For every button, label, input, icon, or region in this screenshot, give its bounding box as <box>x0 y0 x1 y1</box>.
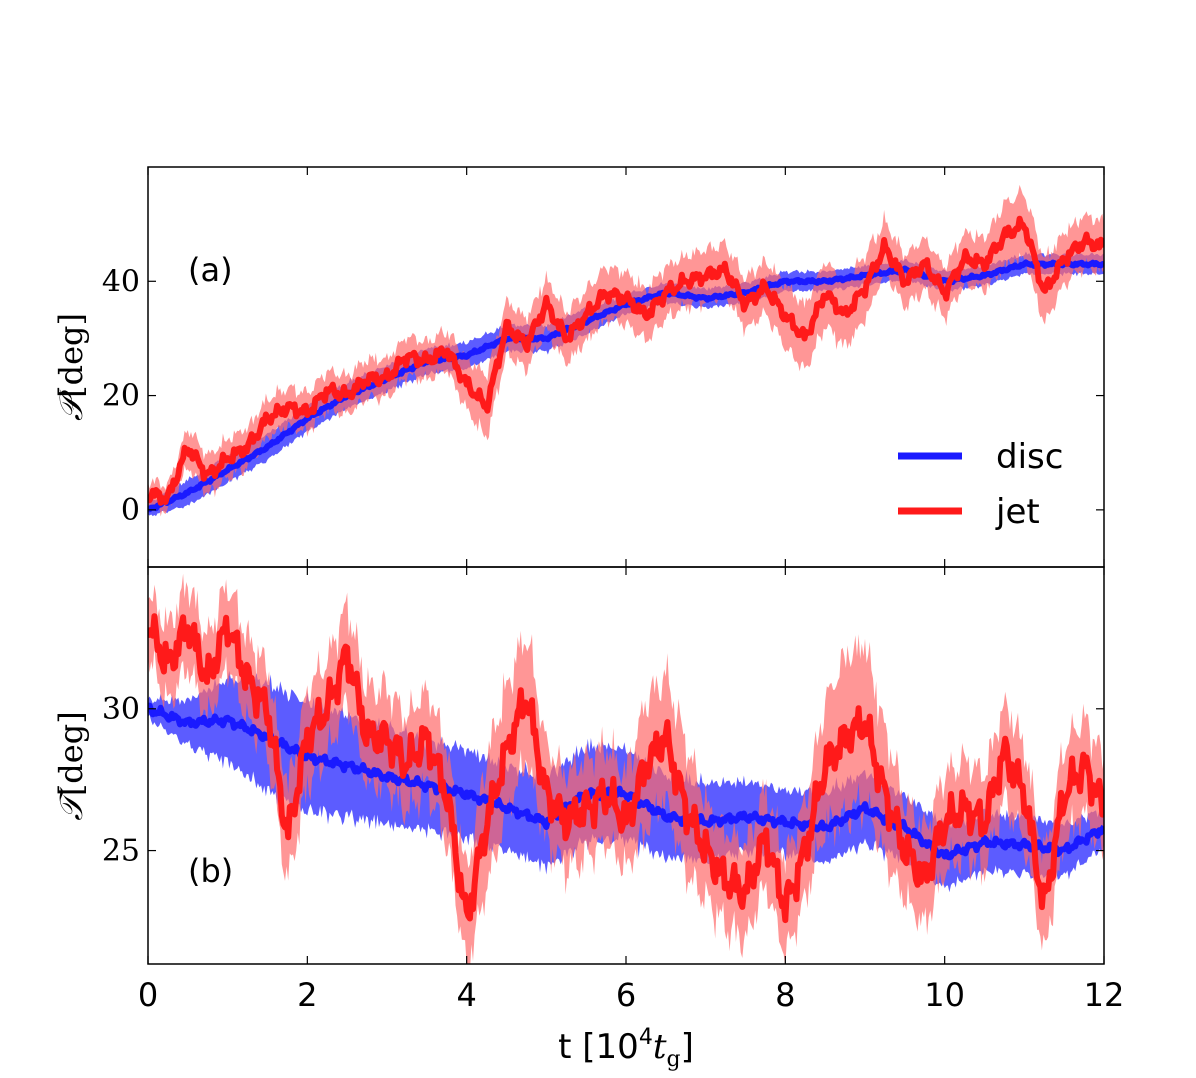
xtick-label-0: 0 <box>138 976 158 1014</box>
xlabel-suffix: ] <box>681 1027 694 1067</box>
line-disc-b <box>148 702 1104 861</box>
xlabel: t [104tg] <box>558 1025 694 1072</box>
xtick-label-12: 12 <box>1084 976 1125 1014</box>
legend: disc jet <box>898 437 1063 532</box>
xlabel-prefix: t [10 <box>558 1027 639 1067</box>
ylabel-a: 𝒫[deg] <box>52 313 90 421</box>
ytick-label-20-a: 20 <box>102 379 140 414</box>
ylabel-b: 𝒯[deg] <box>52 711 90 820</box>
line-jet-a <box>148 215 1104 506</box>
xlabel-exponent: 4 <box>639 1025 653 1050</box>
xtick-label-10: 10 <box>924 976 965 1014</box>
band-jet-a <box>148 184 1104 517</box>
ytick-label-0-a: 0 <box>121 493 140 528</box>
xtick-label-6: 6 <box>616 976 636 1014</box>
xtick-label-2: 2 <box>297 976 317 1014</box>
ticks-a: 0 20 40 <box>102 167 1105 567</box>
xlabel-subscript: g <box>666 1047 680 1072</box>
ytick-label-40-a: 40 <box>102 264 140 299</box>
ticks-b: 0 2 4 6 8 10 12 25 30 <box>102 567 1125 1014</box>
line-disc-a <box>148 259 1104 513</box>
plot-area-b <box>148 573 1104 964</box>
panel-label-a: (a) <box>188 251 233 289</box>
legend-label-disc: disc <box>996 437 1063 477</box>
panel-label-b: (b) <box>188 852 233 890</box>
xtick-label-8: 8 <box>775 976 795 1014</box>
ylabel-b-unit: [deg] <box>52 711 90 796</box>
xtick-label-4: 4 <box>456 976 476 1014</box>
line-jet-b <box>148 613 1104 924</box>
panel-b: 0 2 4 6 8 10 12 25 30 (b) 𝒯[deg] <box>52 566 1125 1014</box>
ytick-label-25-b: 25 <box>102 834 140 869</box>
ytick-label-30-b: 30 <box>102 692 140 727</box>
legend-label-jet: jet <box>995 492 1040 532</box>
panel-a: 0 20 40 (a) 𝒫[deg] disc jet <box>52 166 1105 568</box>
band-jet-b <box>148 573 1104 964</box>
ylabel-a-unit: [deg] <box>52 313 90 398</box>
plot-area-a <box>148 184 1104 517</box>
xlabel-symbol: t <box>653 1027 667 1067</box>
